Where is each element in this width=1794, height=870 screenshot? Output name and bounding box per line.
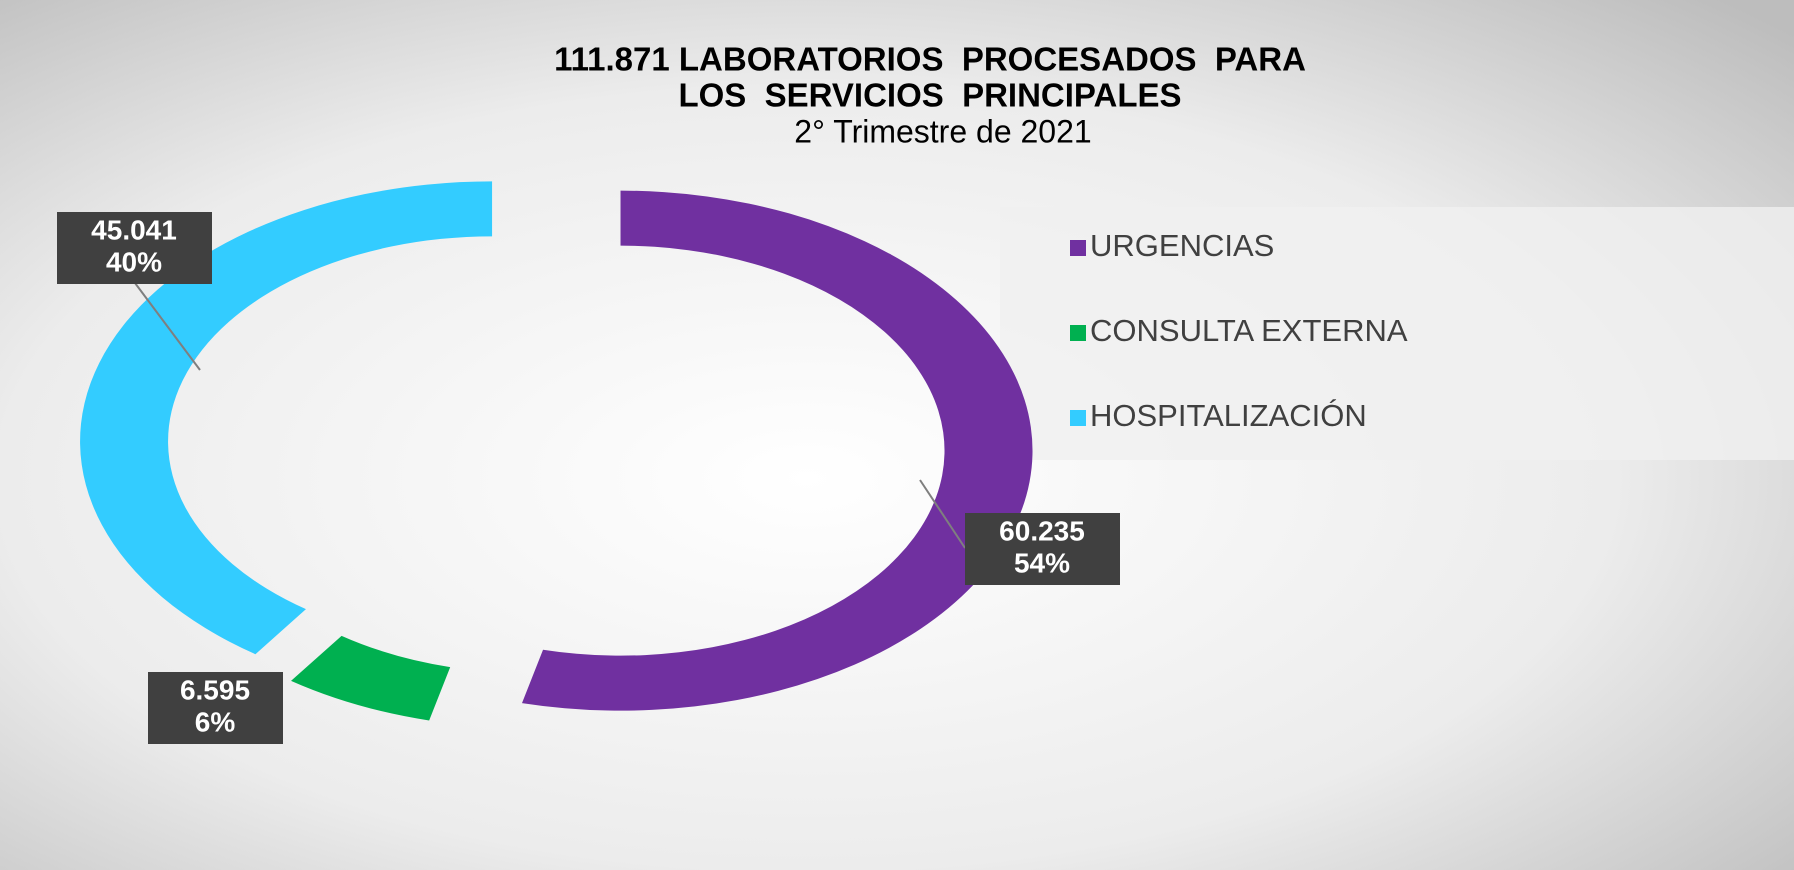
donut-segment — [80, 181, 493, 655]
chart-title: LOS SERVICIOS PRINCIPALES — [678, 77, 1181, 114]
data-label: 45.041 — [91, 214, 177, 245]
legend-label: CONSULTA EXTERNA — [1090, 313, 1408, 348]
label-box — [57, 212, 212, 284]
chart-title: 111.871 LABORATORIOS PROCESADOS PARA — [554, 41, 1306, 78]
label-box — [148, 672, 283, 744]
legend-box — [1000, 207, 1794, 460]
legend-swatch — [1070, 410, 1086, 426]
donut-segment — [291, 635, 451, 721]
donut-segment — [521, 190, 1033, 711]
leader-line — [134, 282, 201, 371]
chart-subtitle: 2° Trimestre de 2021 — [794, 113, 1091, 149]
legend-swatch — [1070, 240, 1086, 256]
legend-label: URGENCIAS — [1090, 228, 1274, 263]
data-label: 40% — [106, 246, 162, 277]
leader-line — [919, 479, 966, 549]
data-label: 6.595 — [180, 674, 250, 705]
legend-swatch — [1070, 325, 1086, 341]
legend-label: HOSPITALIZACIÓN — [1090, 398, 1367, 433]
data-label: 60.235 — [999, 515, 1085, 546]
data-label: 54% — [1014, 547, 1070, 578]
label-box — [965, 513, 1120, 585]
data-label: 6% — [195, 706, 236, 737]
